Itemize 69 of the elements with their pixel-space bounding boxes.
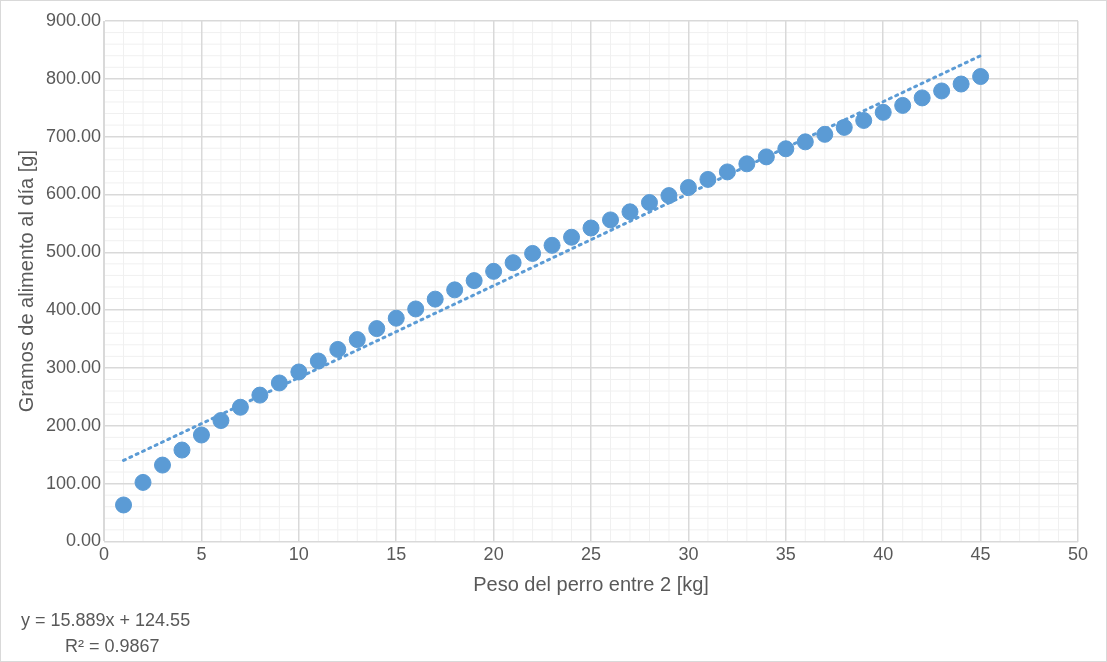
point — [407, 300, 425, 318]
point — [212, 412, 230, 430]
y-tick-label: 100.00 — [45, 472, 102, 493]
point — [699, 170, 717, 188]
x-tick-label: 5 — [196, 544, 207, 565]
y-tick-label: 700.00 — [45, 125, 102, 146]
y-tick-label: 600.00 — [45, 183, 102, 204]
x-tick-label: 15 — [386, 544, 407, 565]
point — [290, 363, 308, 381]
x-tick-label: 30 — [678, 544, 699, 565]
point — [485, 262, 503, 280]
x-tick-label: 10 — [288, 544, 309, 565]
point — [192, 426, 210, 444]
point — [894, 96, 912, 114]
y-tick-label: 400.00 — [45, 299, 102, 320]
x-tick-label: 25 — [581, 544, 602, 565]
x-tick-label: 50 — [1067, 544, 1089, 565]
x-tick-label: 45 — [970, 544, 991, 565]
point — [874, 103, 892, 121]
point — [368, 320, 386, 338]
point — [757, 148, 775, 166]
point — [855, 111, 873, 129]
y-tick-label: 800.00 — [45, 67, 102, 88]
point — [816, 125, 834, 143]
point — [543, 236, 561, 254]
point — [602, 211, 620, 229]
point — [173, 441, 191, 459]
point — [777, 140, 795, 158]
text: R² = 0.9867 — [64, 635, 161, 658]
y-tick-label: 500.00 — [45, 241, 102, 262]
point — [718, 163, 736, 181]
point — [251, 386, 269, 404]
point — [660, 187, 678, 205]
y-axis-title: Gramos de alimento al día [g] — [14, 150, 37, 413]
point — [679, 179, 697, 197]
x-tick-label: 35 — [775, 544, 796, 565]
point — [446, 281, 464, 299]
point — [309, 352, 327, 370]
point — [972, 68, 990, 86]
point — [738, 155, 756, 173]
point — [621, 203, 639, 221]
point — [115, 496, 133, 514]
x-axis-title: Peso del perro entre 2 [kg] — [473, 572, 709, 595]
point — [582, 219, 600, 237]
point — [952, 75, 970, 93]
point — [640, 194, 658, 212]
y-tick-label: 200.00 — [45, 414, 102, 435]
point — [933, 82, 951, 100]
x-tick-label: 40 — [873, 544, 894, 565]
text: y = 15.889x + 124.55 — [21, 609, 191, 632]
point — [504, 254, 522, 272]
point — [835, 118, 853, 136]
x-tick-label: 0 — [99, 544, 110, 565]
x-tick-label: 20 — [483, 544, 504, 565]
y-tick-label: 300.00 — [45, 356, 102, 377]
point — [387, 309, 405, 327]
point — [913, 89, 931, 107]
y-tick-label: 900.00 — [45, 9, 102, 30]
point — [270, 374, 288, 392]
point — [153, 456, 171, 474]
point — [348, 331, 366, 349]
point — [524, 244, 542, 262]
point — [426, 290, 444, 308]
point — [231, 398, 249, 416]
point — [329, 340, 347, 358]
point — [465, 272, 483, 290]
point — [134, 473, 152, 491]
point — [563, 228, 581, 246]
point — [796, 133, 814, 151]
